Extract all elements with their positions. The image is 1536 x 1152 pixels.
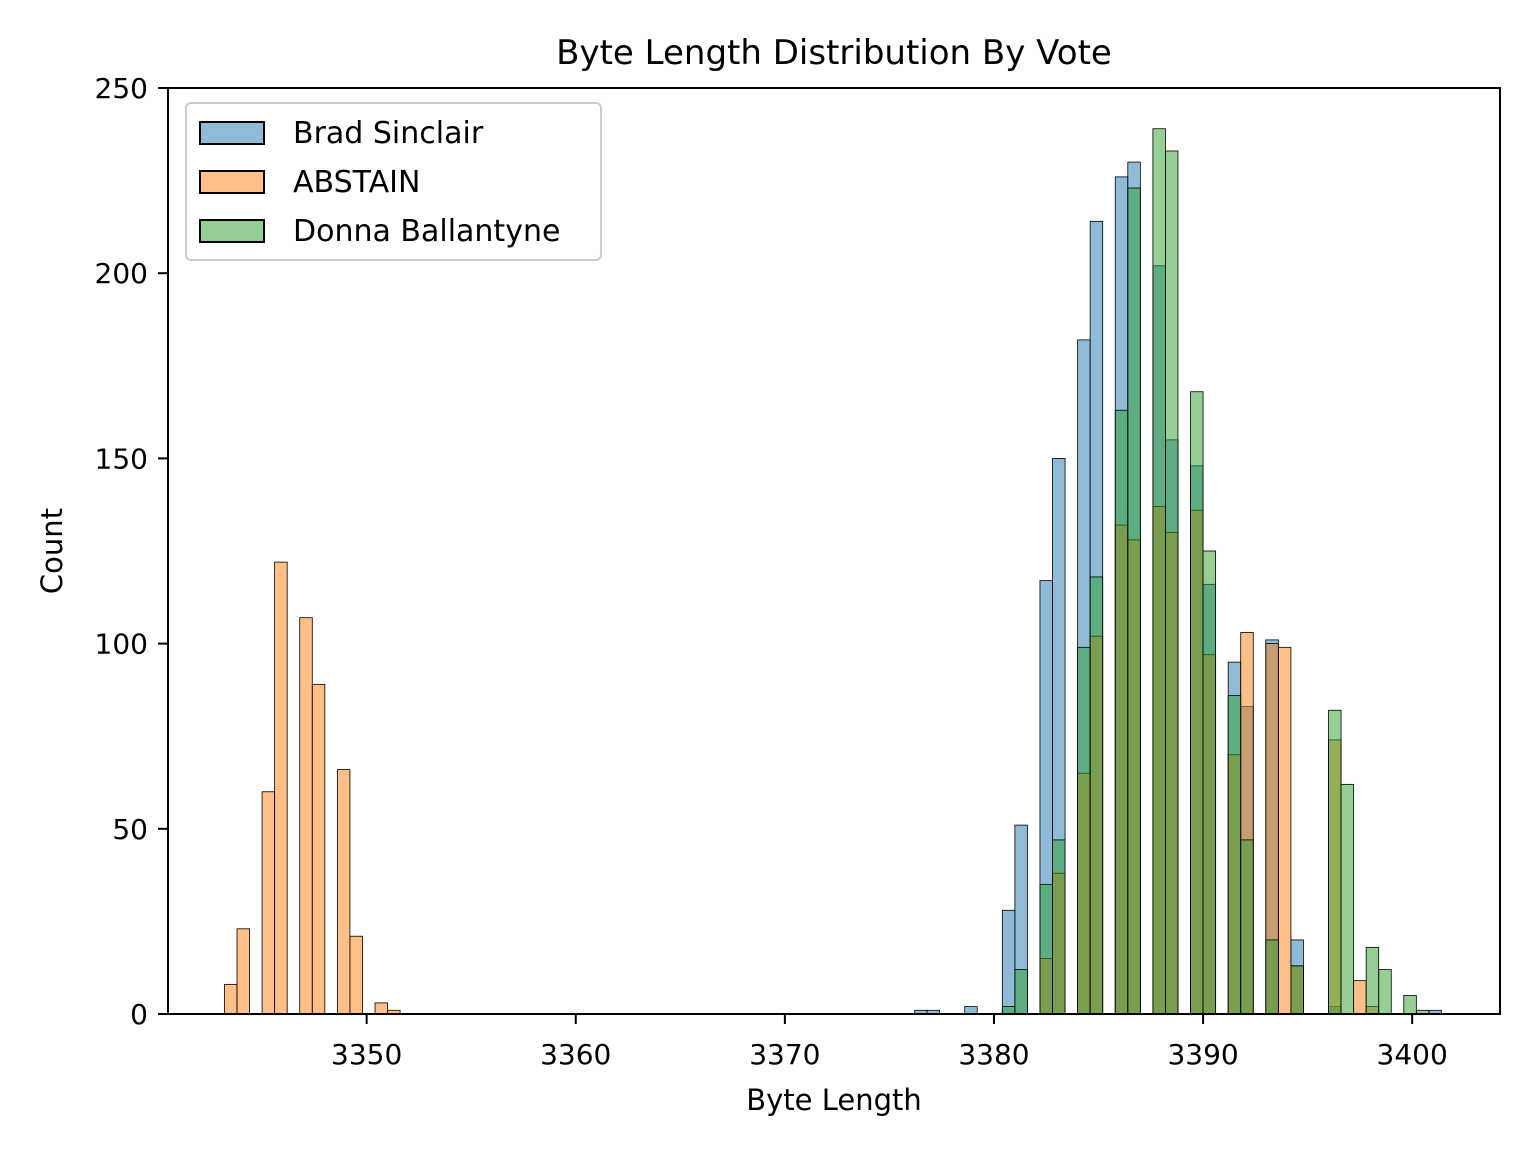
x-tick-label-3: 3380 [958,1038,1029,1071]
bar-donna-ballantyne-4 [1077,646,1091,1015]
y-tick-label-5: 250 [95,72,148,105]
x-tick-label-0: 3350 [331,1038,402,1071]
plot-frame [167,87,1501,1015]
y-tick-label-4: 200 [95,257,148,290]
bars-layer [224,128,1442,1015]
bar-donna-ballantyne-18 [1365,946,1380,1015]
bar-donna-ballantyne-16 [1328,709,1342,1015]
bar-donna-ballantyne-15 [1290,965,1304,1015]
legend-label: Brad Sinclair [293,115,484,151]
bar-donna-ballantyne-14 [1265,939,1279,1015]
bar-abstain-3 [274,561,288,1015]
y-tick-label-2: 100 [95,628,148,661]
legend-label: ABSTAIN [293,164,421,200]
bar-donna-ballantyne-3 [1052,839,1066,1015]
x-axis-label: Byte Length [746,1083,922,1117]
bar-brad-sinclair-3 [1001,909,1016,1015]
legend-swatch-brad-sinclair [199,121,265,145]
bar-abstain-8 [374,1002,388,1015]
chart-title: Byte Length Distribution By Vote [556,33,1112,73]
x-tick-label-2: 3370 [749,1038,820,1071]
bar-donna-ballantyne-6 [1114,409,1129,1015]
legend-item-abstain: ABSTAIN [199,164,421,200]
legend-item-brad-sinclair: Brad Sinclair [199,115,484,151]
bar-donna-ballantyne-7 [1127,187,1141,1015]
legend-swatch-donna-ballantyne [199,219,265,243]
bar-abstain-6 [336,769,351,1015]
x-axis: 3350 3360 3370 3380 3390 3400 [331,1014,1448,1071]
bar-donna-ballantyne-19 [1378,969,1392,1015]
y-tick-label-0: 0 [130,998,148,1031]
x-tick-label-1: 3360 [540,1038,611,1071]
legend-label: Donna Ballantyne [293,213,561,249]
bar-donna-ballantyne-13 [1240,839,1254,1015]
bar-donna-ballantyne-1 [1014,969,1028,1015]
bar-abstain-23 [1277,646,1292,1015]
y-axis-label: Count [35,508,69,594]
bar-abstain-2 [261,791,276,1015]
bar-abstain-5 [311,683,326,1015]
bar-donna-ballantyne-8 [1152,128,1166,1015]
bar-abstain-1 [236,928,250,1015]
y-tick-label-1: 50 [112,813,148,846]
bar-abstain-4 [299,617,313,1015]
bar-donna-ballantyne-2 [1039,883,1053,1015]
legend-swatch-abstain [199,170,265,194]
legend-item-donna-ballantyne: Donna Ballantyne [199,213,561,249]
x-tick-label-4: 3390 [1167,1038,1238,1071]
bar-donna-ballantyne-12 [1227,695,1242,1015]
bar-donna-ballantyne-5 [1089,576,1104,1015]
y-axis: 0 50 100 150 200 250 [95,72,168,1031]
bar-donna-ballantyne-10 [1190,391,1204,1015]
bar-donna-ballantyne-11 [1202,550,1217,1015]
x-tick-label-5: 3400 [1377,1038,1448,1071]
bar-donna-ballantyne-9 [1165,150,1179,1015]
bar-donna-ballantyne-17 [1340,783,1355,1015]
bar-donna-ballantyne-20 [1403,995,1417,1015]
bar-brad-sinclair-2 [964,1006,978,1015]
bar-donna-ballantyne-0 [1001,1006,1016,1015]
legend: Brad Sinclair ABSTAIN Donna Ballantyne [185,102,602,261]
bar-abstain-0 [224,983,238,1015]
bar-abstain-26 [1353,980,1367,1015]
y-tick-label-3: 150 [95,442,148,475]
bar-abstain-7 [349,935,363,1015]
